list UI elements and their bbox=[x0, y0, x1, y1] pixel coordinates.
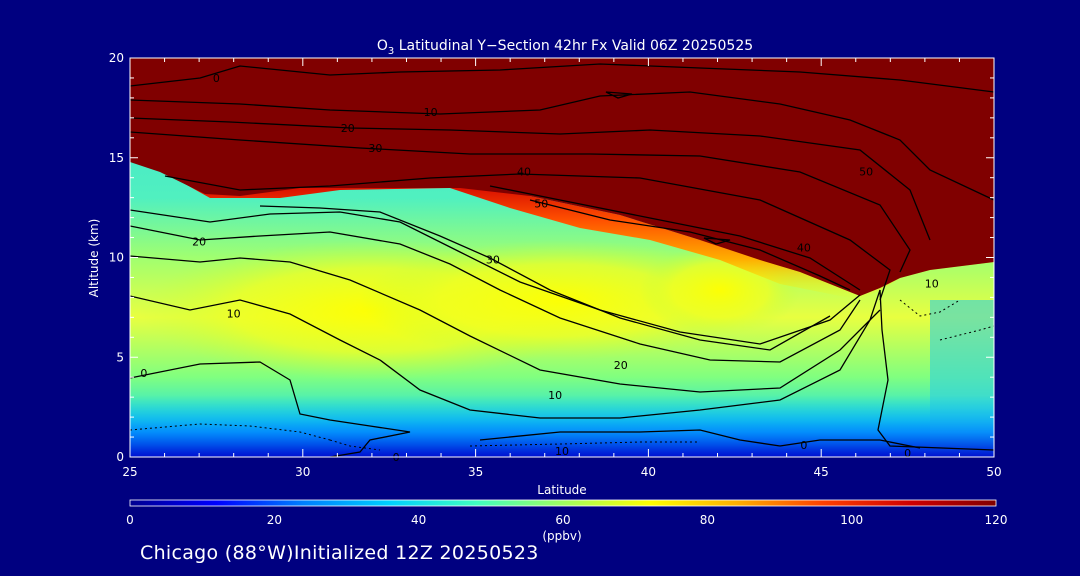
contour-0-right bbox=[877, 289, 994, 451]
colorbar bbox=[129, 499, 997, 507]
y-tick-label: 10 bbox=[109, 251, 124, 265]
contour-40-b bbox=[489, 185, 861, 291]
colorbar-tick-label: 0 bbox=[126, 513, 134, 527]
contour-label: 0 bbox=[904, 447, 911, 460]
contour-label: 10 bbox=[925, 277, 939, 290]
y-axis-label: Altitude (km) bbox=[87, 219, 101, 298]
colorbar-unit: (ppbv) bbox=[542, 529, 581, 543]
title-subscript: 3 bbox=[388, 46, 394, 57]
contour-10-top bbox=[130, 91, 994, 201]
dotted-contours bbox=[130, 299, 994, 451]
chart-title: O3 Latitudinal Y−Section 42hr Fx Valid 0… bbox=[377, 38, 753, 57]
title-main: O bbox=[377, 38, 388, 54]
contour-0-bottom bbox=[479, 429, 781, 447]
x-tick-label: 40 bbox=[641, 465, 656, 479]
colorbar-tick-label: 40 bbox=[411, 513, 426, 527]
title-rest: Latitudinal Y−Section 42hr Fx Valid 06Z … bbox=[394, 38, 753, 54]
x-axis: 25 30 35 40 45 50 bbox=[122, 58, 1002, 479]
contour-label: 10 bbox=[548, 389, 562, 402]
contour-25 bbox=[130, 209, 861, 345]
contour-30-top bbox=[130, 131, 911, 273]
contour-label: 10 bbox=[424, 106, 438, 119]
contour-10-mid bbox=[130, 289, 881, 419]
x-axis-label: Latitude bbox=[537, 483, 586, 497]
contour-label: 10 bbox=[227, 307, 241, 320]
contour-20-mid bbox=[130, 225, 861, 363]
contour-30-mid bbox=[259, 205, 831, 351]
contour-label: 20 bbox=[192, 236, 206, 249]
colorbar-ticks: 0 20 40 60 80 100 120 bbox=[126, 513, 1007, 527]
contour-label: 10 bbox=[555, 445, 569, 458]
colorbar-tick-label: 100 bbox=[840, 513, 863, 527]
y-tick-label: 5 bbox=[116, 350, 124, 364]
contour-40-a bbox=[164, 173, 891, 301]
contour-20-top bbox=[130, 117, 931, 241]
contour-closed-b bbox=[703, 237, 731, 245]
x-tick-label: 30 bbox=[295, 465, 310, 479]
contour-closed-a bbox=[605, 91, 633, 99]
contour-label: 30 bbox=[368, 142, 382, 155]
x-tick-label: 45 bbox=[814, 465, 829, 479]
contour-lines bbox=[130, 63, 994, 457]
contour-0-low bbox=[130, 361, 411, 457]
colorbar-tick-label: 120 bbox=[985, 513, 1008, 527]
contour-0-top bbox=[130, 63, 994, 93]
contour-0-rbase bbox=[779, 439, 921, 449]
x-tick-label: 50 bbox=[986, 465, 1001, 479]
colorbar-tick-label: 60 bbox=[555, 513, 570, 527]
y-axis: 0 5 10 15 20 bbox=[109, 51, 994, 464]
contour-label: 20 bbox=[341, 122, 355, 135]
y-tick-label: 20 bbox=[109, 51, 124, 65]
contour-label: 50 bbox=[859, 166, 873, 179]
contour-label: 0 bbox=[213, 72, 220, 85]
x-tick-label: 35 bbox=[468, 465, 483, 479]
contour-label: 30 bbox=[486, 253, 500, 266]
x-tick-label: 25 bbox=[122, 465, 137, 479]
contour-label: 40 bbox=[517, 166, 531, 179]
contour-label: 0 bbox=[800, 439, 807, 452]
y-tick-label: 0 bbox=[116, 450, 124, 464]
contour-15-mid bbox=[130, 255, 881, 393]
contour-label: 50 bbox=[534, 198, 548, 211]
y-tick-label: 15 bbox=[109, 151, 124, 165]
colorbar-tick-label: 80 bbox=[700, 513, 715, 527]
footer-caption: Chicago (88°W)Initialized 12Z 20250523 bbox=[140, 542, 539, 564]
contour-label: 0 bbox=[140, 367, 147, 380]
colorbar-tick-label: 20 bbox=[267, 513, 282, 527]
contour-label: 40 bbox=[797, 242, 811, 255]
ozone-field bbox=[130, 58, 994, 457]
contour-label: 20 bbox=[614, 359, 628, 372]
